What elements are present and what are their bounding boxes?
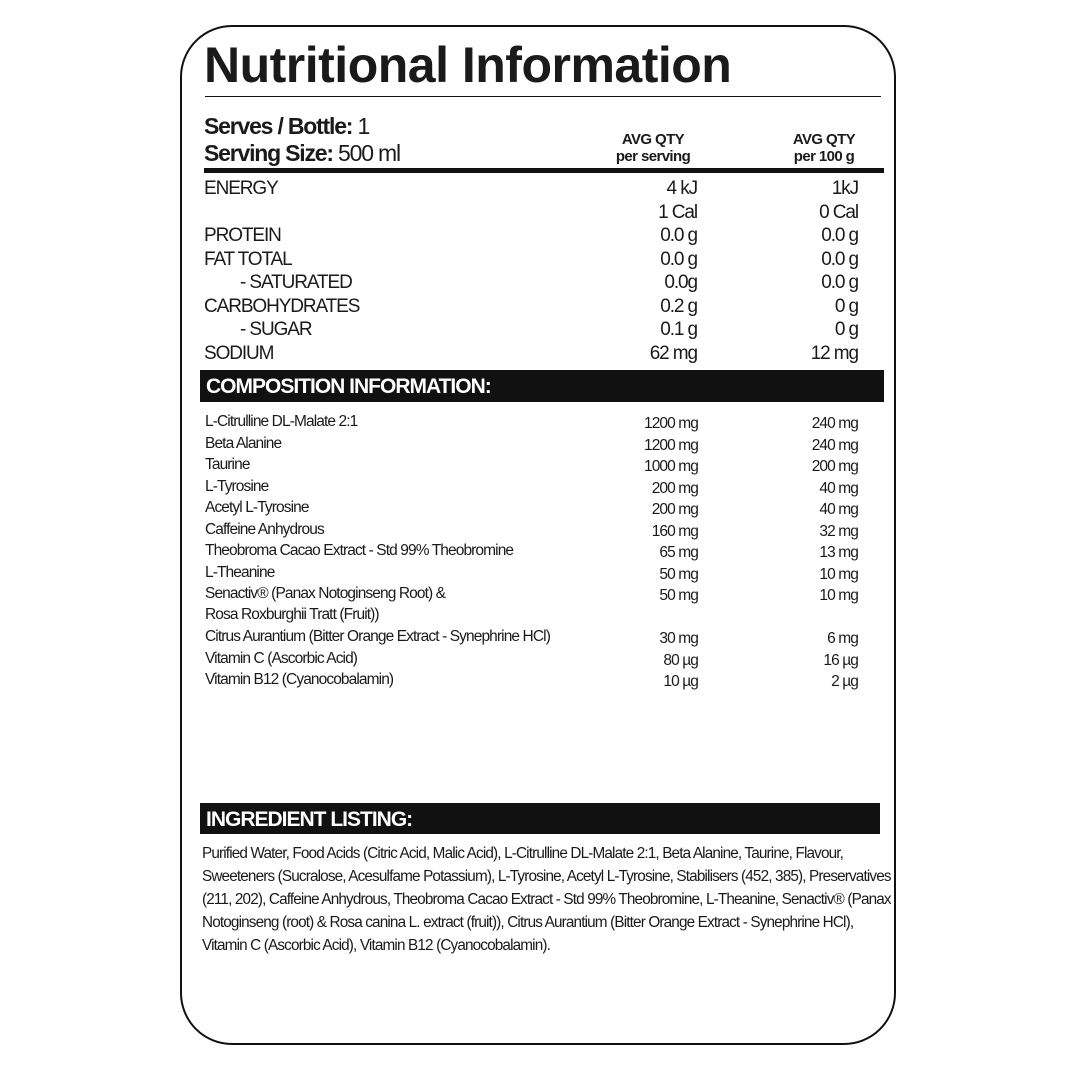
per-serving-value: 50 mg [659,587,698,604]
nutrition-row: CARBOHYDRATES 0.2 g 0 g [204,295,859,319]
per-serving-value: 80 µg [663,651,698,669]
nutrient-label: SODIUM [204,342,275,364]
ingredient-label: Vitamin B12 (Cyanocobalamin) [205,671,394,688]
per-100g-value: 0.0 g [821,248,859,270]
nutrient-label: ENERGY [204,178,279,199]
per-100g-value: 32 mg [819,522,858,540]
serving-size-value: 500 ml [338,140,401,166]
per-100g-value: 0.0 g [821,225,859,246]
per-serving-value: 0.0g [664,272,698,293]
column-header-line1: AVG QTY [792,131,856,148]
per-serving-value: 1000 mg [643,458,699,475]
divider-thick [204,168,884,173]
label-border [180,25,896,1045]
column-header-line2: per serving [615,148,691,165]
divider [205,96,881,97]
per-100g-value: 0 g [834,319,859,340]
per-serving-value: 4 kJ [666,178,699,199]
per-serving-value: 200 mg [651,501,699,518]
per-100g-value: 240 mg [811,415,859,432]
ingredient-label: Beta Alanine [205,434,282,452]
ingredients-heading: INGREDIENT LISTING: [200,803,880,834]
ingredient-label: L-Theanine [205,563,275,581]
per-100g-value: 1kJ [831,178,859,199]
per-100g-value: 40 mg [819,479,858,497]
per-100g-value: 13 mg [819,544,858,561]
nutrition-row: PROTEIN 0.0 g 0.0 g [204,225,859,248]
per-100g-value: 0.0 g [821,272,859,293]
per-serving-value: 62 mg [649,342,698,364]
composition-heading: COMPOSITION INFORMATION: [200,370,884,402]
per-100g-value: 0 g [834,295,859,317]
per-100g-value: 10 mg [819,565,858,583]
nutrient-label: CARBOHYDRATES [204,295,360,317]
ingredient-label: Citrus Aurantium (Bitter Orange Extract … [205,628,551,645]
per-serving-value: 0.2 g [660,295,698,317]
serving-size: Serving Size: 500 ml [204,140,401,167]
per-100g-value: 6 mg [827,630,859,647]
per-serving-value: 0.1 g [660,319,698,340]
ingredient-label: L-Citrulline DL-Malate 2:1 [205,413,358,430]
per-serving-value: 0.0 g [660,248,698,270]
nutrition-row: ENERGY 4 kJ 1kJ [204,178,859,201]
per-serving-value: 0.0 g [660,225,698,246]
serves-per-bottle: Serves / Bottle: 1 [204,113,400,140]
nutrition-row: - SATURATED 0.0g 0.0 g [204,272,859,295]
column-header-per-100g: AVG QTY per 100 g [780,131,868,165]
nutrition-row: - SUGAR 0.1 g 0 g [204,319,859,342]
serves-value: 1 [357,113,370,139]
column-header-per-serving: AVG QTY per serving [608,131,698,165]
per-serving-value: 1 Cal [658,201,698,223]
nutrition-row: 1 Cal 0 Cal [204,201,859,225]
ingredient-label: Theobroma Cacao Extract - Std 99% Theobr… [205,542,514,559]
ingredient-label: Acetyl L-Tyrosine [205,499,309,516]
nutrient-label: - SATURATED [240,272,353,293]
ingredient-label: L-Tyrosine [205,477,269,495]
ingredient-label: Vitamin C (Ascorbic Acid) [205,649,358,667]
per-serving-value: 10 µg [663,673,698,690]
per-100g-value: 12 mg [810,342,859,364]
serving-size-label: Serving Size: [204,140,334,166]
per-100g-value: 240 mg [811,436,859,454]
per-100g-value: 0 Cal [819,201,859,223]
per-100g-value: 200 mg [811,458,859,475]
nutrition-row: FAT TOTAL 0.0 g 0.0 g [204,248,859,272]
per-serving-value: 30 mg [659,630,698,647]
ingredient-label: Taurine [205,456,250,473]
per-serving-value: 1200 mg [643,436,699,454]
per-100g-value: 10 mg [819,587,858,604]
per-100g-value: 16 µg [823,651,858,669]
per-serving-value: 200 mg [651,479,699,497]
nutrient-label: - SUGAR [240,319,313,340]
ingredient-label: Senactiv® (Panax Notoginseng Root) & Ros… [205,585,446,623]
per-serving-value: 160 mg [651,522,699,540]
page-title: Nutritional Information [204,37,732,93]
nutrition-row: SODIUM 62 mg 12 mg [204,342,859,366]
column-header-line1: AVG QTY [621,131,685,148]
per-serving-value: 50 mg [659,565,698,583]
ingredients-text: Purified Water, Food Acids (Citric Acid,… [202,845,892,954]
ingredient-label: Caffeine Anhydrous [205,520,325,538]
per-100g-value: 40 mg [819,501,858,518]
serves-label: Serves / Bottle: [204,113,353,139]
column-header-line2: per 100 g [793,148,855,165]
nutrient-label: FAT TOTAL [204,248,293,270]
per-100g-value: 2 µg [831,673,859,690]
per-serving-value: 1200 mg [643,415,699,432]
per-serving-value: 65 mg [659,544,698,561]
serving-info: Serves / Bottle: 1 Serving Size: 500 ml [204,113,401,167]
nutrient-label: PROTEIN [204,225,282,246]
